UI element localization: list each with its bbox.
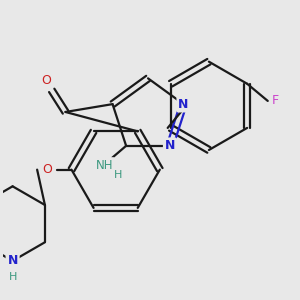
Text: O: O [41, 74, 51, 87]
Text: N: N [8, 254, 18, 267]
Text: O: O [42, 163, 52, 176]
Text: F: F [272, 94, 279, 107]
Text: H: H [8, 272, 17, 282]
Text: NH: NH [96, 159, 113, 172]
Text: H: H [114, 170, 122, 180]
Text: N: N [178, 98, 189, 111]
Text: N: N [165, 139, 175, 152]
